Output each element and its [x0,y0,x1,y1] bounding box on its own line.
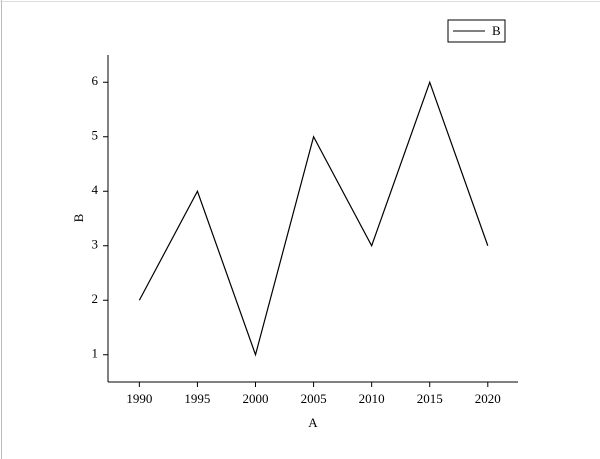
x-tick-label: 1995 [184,391,210,406]
x-tick-label: 2010 [359,391,385,406]
y-tick-label: 4 [92,182,99,197]
x-tick-label: 2005 [301,391,327,406]
y-tick-label: 5 [92,128,99,143]
x-tick-label: 1990 [126,391,152,406]
line-series [138,80,489,357]
y-tick-label: 1 [92,346,99,361]
y-axis-label: B [71,213,86,222]
x-tick-label: 2015 [417,391,443,406]
x-tick-label: 2020 [475,391,501,406]
y-tick-label: 3 [92,237,99,252]
y-tick-label: 6 [92,73,99,88]
x-tick-label: 2000 [243,391,269,406]
y-tick-label: 2 [92,291,99,306]
x-axis-label: A [308,415,318,430]
legend-label: B [492,23,501,38]
